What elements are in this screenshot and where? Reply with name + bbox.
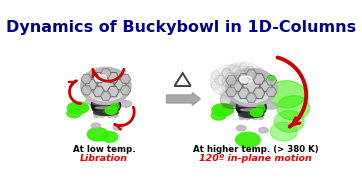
Ellipse shape — [220, 91, 247, 97]
Ellipse shape — [232, 89, 255, 91]
Ellipse shape — [236, 98, 266, 105]
FancyArrow shape — [167, 92, 201, 105]
Ellipse shape — [232, 93, 254, 95]
Ellipse shape — [91, 95, 121, 115]
Ellipse shape — [233, 103, 237, 106]
Ellipse shape — [221, 93, 246, 95]
Ellipse shape — [258, 116, 264, 120]
Ellipse shape — [105, 106, 117, 114]
Ellipse shape — [237, 100, 265, 103]
Ellipse shape — [223, 107, 227, 110]
Text: At low temp.: At low temp. — [73, 145, 136, 154]
Ellipse shape — [99, 90, 113, 93]
Ellipse shape — [107, 114, 113, 117]
Ellipse shape — [220, 90, 247, 108]
Ellipse shape — [274, 111, 304, 132]
Ellipse shape — [230, 100, 243, 106]
Ellipse shape — [227, 85, 240, 88]
Ellipse shape — [95, 107, 117, 109]
Ellipse shape — [223, 89, 244, 92]
Ellipse shape — [99, 86, 106, 90]
Ellipse shape — [103, 111, 109, 113]
Ellipse shape — [266, 102, 278, 109]
Ellipse shape — [212, 104, 233, 116]
Ellipse shape — [240, 107, 244, 110]
Ellipse shape — [239, 96, 263, 99]
Ellipse shape — [240, 76, 252, 83]
Ellipse shape — [244, 116, 250, 120]
Ellipse shape — [94, 114, 99, 117]
Ellipse shape — [222, 104, 245, 108]
Ellipse shape — [239, 116, 244, 120]
Ellipse shape — [253, 116, 258, 120]
Ellipse shape — [277, 96, 310, 120]
Ellipse shape — [93, 103, 119, 105]
Ellipse shape — [85, 98, 97, 105]
Ellipse shape — [120, 101, 132, 107]
Ellipse shape — [210, 64, 257, 98]
Ellipse shape — [236, 125, 246, 131]
Text: 120º in-plane motion: 120º in-plane motion — [199, 154, 312, 163]
Ellipse shape — [270, 122, 298, 141]
Ellipse shape — [269, 77, 274, 81]
Ellipse shape — [94, 94, 118, 97]
Ellipse shape — [215, 71, 252, 95]
Ellipse shape — [231, 86, 256, 104]
Ellipse shape — [91, 123, 101, 128]
Ellipse shape — [224, 100, 243, 103]
Ellipse shape — [111, 103, 119, 110]
Ellipse shape — [67, 108, 81, 118]
Ellipse shape — [235, 107, 240, 110]
Ellipse shape — [257, 105, 265, 112]
Ellipse shape — [231, 76, 272, 103]
Ellipse shape — [86, 75, 126, 101]
Ellipse shape — [113, 114, 118, 117]
Text: Libration: Libration — [80, 154, 128, 163]
Ellipse shape — [237, 103, 242, 106]
Text: Dynamics of Buckybowl in 1D-Columns: Dynamics of Buckybowl in 1D-Columns — [6, 19, 356, 35]
Ellipse shape — [94, 75, 106, 81]
Ellipse shape — [268, 81, 306, 108]
Ellipse shape — [87, 128, 109, 141]
Ellipse shape — [244, 88, 251, 91]
Ellipse shape — [232, 100, 254, 104]
Ellipse shape — [227, 107, 232, 110]
Ellipse shape — [231, 87, 256, 93]
Ellipse shape — [226, 68, 277, 106]
Ellipse shape — [240, 109, 262, 111]
Ellipse shape — [234, 96, 252, 98]
Ellipse shape — [249, 103, 254, 106]
Ellipse shape — [238, 105, 265, 107]
Ellipse shape — [93, 110, 118, 115]
Ellipse shape — [99, 114, 105, 117]
Ellipse shape — [222, 97, 245, 99]
Ellipse shape — [259, 128, 268, 133]
Ellipse shape — [237, 82, 249, 85]
Ellipse shape — [236, 97, 266, 118]
Ellipse shape — [244, 103, 249, 106]
Ellipse shape — [249, 113, 254, 115]
Ellipse shape — [226, 69, 261, 91]
Ellipse shape — [113, 125, 122, 130]
Ellipse shape — [233, 68, 244, 74]
Text: At higher temp. (> 380 K): At higher temp. (> 380 K) — [193, 145, 318, 154]
Ellipse shape — [244, 92, 258, 95]
Ellipse shape — [91, 96, 121, 102]
Ellipse shape — [93, 98, 119, 101]
Ellipse shape — [236, 132, 260, 147]
Ellipse shape — [102, 132, 118, 142]
Ellipse shape — [251, 108, 263, 117]
Ellipse shape — [81, 67, 131, 105]
Ellipse shape — [239, 112, 264, 118]
Ellipse shape — [233, 86, 253, 88]
Ellipse shape — [221, 62, 265, 94]
Ellipse shape — [211, 111, 226, 120]
Ellipse shape — [67, 102, 89, 114]
Ellipse shape — [223, 71, 234, 77]
